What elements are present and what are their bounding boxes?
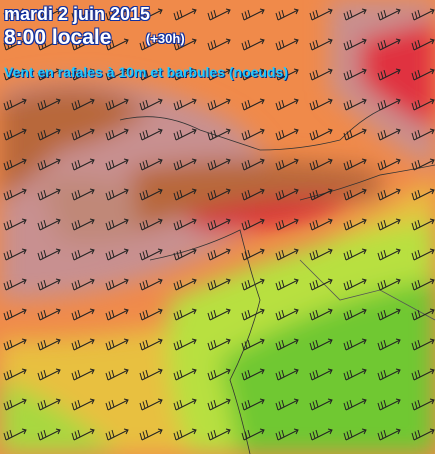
subtitle: Vent en rafales à 10m et barbules (noeud… [4, 64, 288, 80]
forecast-offset: (+30h) [146, 31, 185, 46]
date: mardi 2 juin 2015 [4, 4, 151, 24]
time: 8:00 locale [4, 26, 112, 49]
